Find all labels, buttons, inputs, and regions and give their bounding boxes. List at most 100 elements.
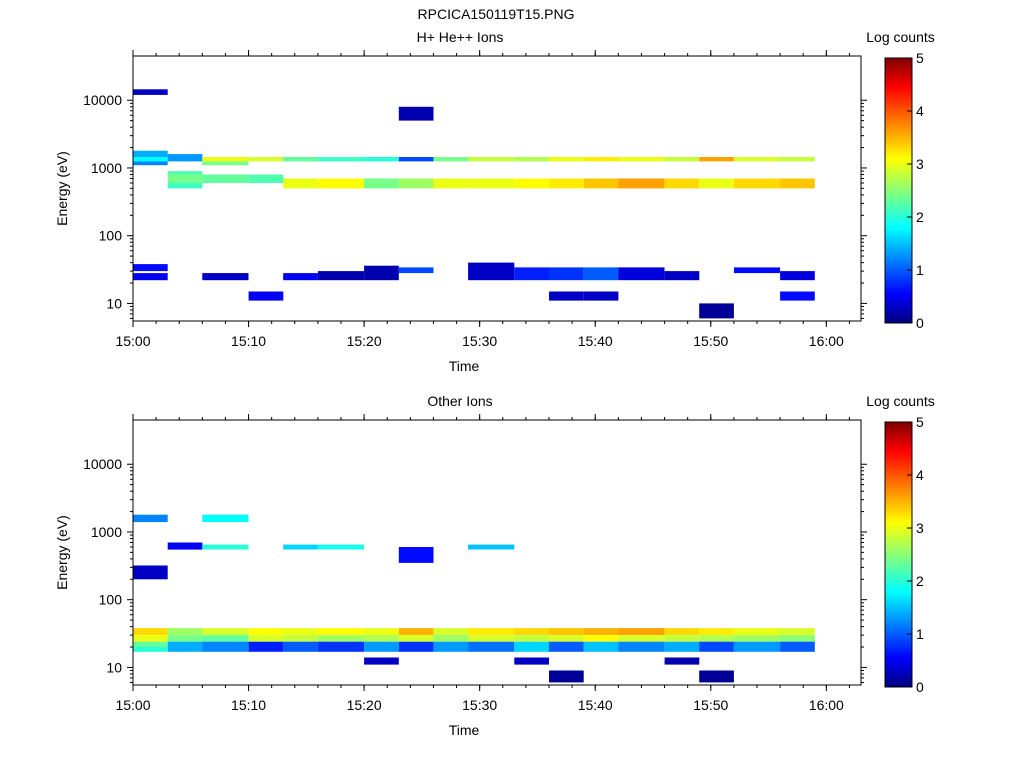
heatmap-cell — [549, 267, 584, 281]
heatmap-cell — [398, 547, 434, 563]
heatmap-cell — [133, 89, 168, 95]
x-tick-label: 15:40 — [578, 697, 613, 713]
y-tick-label: 1000 — [91, 524, 122, 540]
colorbar-label: Log counts — [866, 29, 935, 45]
heatmap-cell — [699, 303, 734, 319]
heatmap-cell — [468, 635, 515, 642]
panel-title: H+ He++ Ions — [417, 29, 504, 45]
x-tick-label: 15:30 — [462, 333, 497, 349]
colorbar-tick-label: 4 — [916, 467, 924, 483]
heatmap-cell — [583, 641, 619, 652]
h-hepp-ions-panel: 15:00 15:10 15:20 15:30 15:40 15:50 16:0010100… — [54, 29, 935, 374]
heatmap-cell — [398, 267, 434, 274]
heatmap-cell — [283, 544, 318, 550]
heatmap-cell — [248, 157, 284, 162]
y-axis-label: Energy (eV) — [54, 151, 70, 226]
heatmap-cell — [364, 265, 399, 281]
heatmap-cell — [699, 628, 734, 636]
heatmap-cell — [699, 635, 734, 642]
heatmap-cell — [433, 628, 469, 636]
heatmap-cell — [202, 514, 249, 523]
colorbar-tick-label: 0 — [916, 679, 924, 695]
heatmap-cell — [133, 628, 168, 636]
heatmap-cell — [202, 174, 249, 183]
heatmap-cell — [202, 544, 249, 550]
heatmap-cell — [433, 641, 469, 652]
heatmap-cell — [317, 628, 365, 636]
heatmap-cell — [549, 291, 584, 301]
heatmap-cell — [133, 157, 168, 162]
heatmap-cell — [514, 157, 549, 162]
heatmap-cell — [283, 178, 318, 189]
heatmap-cell — [549, 157, 584, 162]
heatmap-cell — [167, 641, 203, 652]
heatmap-cell — [733, 178, 781, 189]
heatmap-cell — [317, 178, 365, 189]
heatmap-cell — [248, 291, 284, 301]
heatmap-cell — [664, 178, 700, 189]
figure-title: RPCICA150119T15.PNG — [418, 6, 575, 22]
y-tick-label: 100 — [99, 592, 123, 608]
heatmap-cell — [133, 635, 168, 642]
heatmap-cell — [780, 291, 815, 301]
heatmap-cell — [283, 628, 318, 636]
colorbar-tick-label: 3 — [916, 520, 924, 536]
heatmap-cell — [699, 178, 734, 189]
heatmap-cell — [549, 628, 584, 636]
heatmap-cell — [583, 628, 619, 636]
heatmap-cell — [398, 635, 434, 642]
heatmap-cell — [699, 670, 734, 683]
heatmap-cell — [133, 641, 168, 648]
heatmap-cell — [433, 178, 469, 189]
heatmap-cell — [202, 635, 249, 642]
heatmap-cell — [167, 154, 203, 162]
panel-title: Other Ions — [427, 393, 492, 409]
heatmap-cell — [583, 267, 619, 281]
colorbar — [884, 57, 913, 324]
heatmap-cell — [167, 628, 203, 636]
y-tick-label: 10 — [106, 295, 122, 311]
heatmap-cell — [664, 271, 700, 281]
heatmap-cell — [364, 628, 399, 636]
heatmap-cell — [468, 178, 515, 189]
x-tick-label: 16:00 — [809, 333, 844, 349]
heatmap-cell — [468, 157, 515, 162]
heatmap-cell — [433, 635, 469, 642]
y-tick-label: 1000 — [91, 160, 122, 176]
heatmap-cell — [699, 157, 734, 162]
heatmap-cell — [133, 514, 168, 523]
heatmap-cell — [733, 641, 781, 652]
heatmap-cell — [549, 178, 584, 189]
heatmap-cell — [398, 157, 434, 162]
heatmap-cell — [202, 161, 249, 166]
heatmap-cell — [202, 273, 249, 281]
heatmap-cell — [514, 267, 549, 281]
heatmap-cell — [618, 641, 665, 652]
heatmap-cell — [618, 267, 665, 281]
heatmap-cell — [248, 641, 284, 652]
heatmap-cells — [133, 89, 815, 319]
heatmap-cell — [618, 628, 665, 636]
heatmap-cell — [549, 635, 584, 642]
heatmap-cell — [133, 565, 168, 580]
heatmap-cell — [583, 635, 619, 642]
colorbar-tick-label: 5 — [916, 414, 924, 430]
heatmap-cell — [167, 174, 203, 183]
heatmap-cell — [733, 157, 781, 162]
colorbar-tick-label: 1 — [916, 626, 924, 642]
heatmap-cell — [167, 171, 203, 175]
heatmap-cell — [618, 635, 665, 642]
heatmap-cell — [398, 628, 434, 636]
heatmap-cell — [780, 157, 815, 162]
heatmap-cell — [664, 641, 700, 652]
heatmap-cell — [468, 544, 515, 550]
heatmap-cell — [364, 157, 399, 162]
y-tick-label: 10000 — [83, 456, 122, 472]
heatmap-cell — [398, 641, 434, 652]
colorbar-tick-label: 5 — [916, 50, 924, 66]
heatmap-cell — [167, 542, 203, 550]
heatmap-cell — [317, 641, 365, 652]
heatmap-cell — [583, 157, 619, 162]
heatmap-cell — [317, 157, 365, 162]
x-tick-label: 15:10 — [231, 697, 266, 713]
